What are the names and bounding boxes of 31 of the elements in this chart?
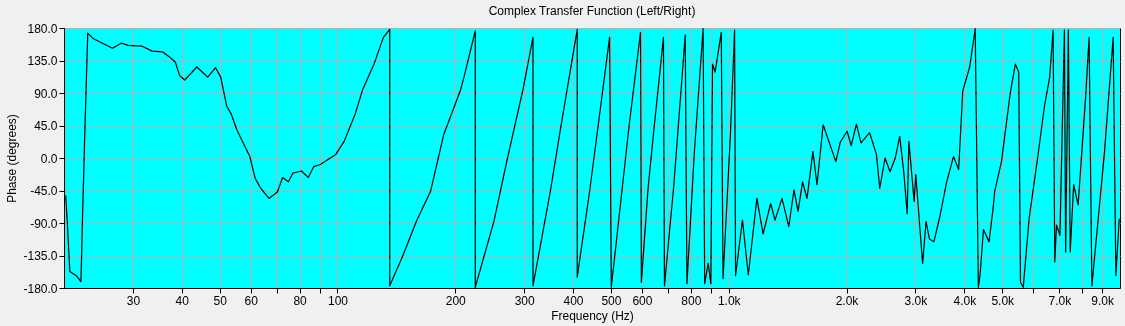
x-tick-label: 50 — [213, 293, 228, 308]
y-tick-label: 180.0 — [27, 21, 58, 36]
x-tick-label: 1.0k — [717, 293, 742, 308]
x-tick-label: 3.0k — [904, 293, 929, 308]
x-tick-label: 80 — [293, 293, 308, 308]
x-tick-label: 9.0k — [1091, 293, 1115, 308]
y-tick-label: -45.0 — [30, 184, 58, 198]
x-tick-label: 800 — [681, 293, 702, 308]
y-tick-label: -135.0 — [23, 249, 58, 263]
x-tick-label: 300 — [514, 293, 535, 308]
x-tick-label: 400 — [563, 293, 584, 308]
y-tick-label: 45.0 — [34, 119, 58, 133]
y-tick-label: 90.0 — [34, 86, 58, 101]
y-tick-label: 0.0 — [40, 151, 58, 166]
x-tick-label: 2.0k — [835, 293, 860, 308]
y-tick-label: -180.0 — [23, 281, 58, 296]
x-axis-title: Frequency (Hz) — [551, 308, 634, 323]
y-axis-title: Phase (degrees) — [5, 114, 20, 203]
x-tick-label: 7.0k — [1048, 293, 1073, 308]
x-tick-label: 60 — [244, 293, 259, 308]
x-tick-label: 30 — [126, 293, 141, 308]
chart-title: Complex Transfer Function (Left/Right) — [488, 4, 696, 18]
x-tick-label: 40 — [175, 293, 190, 308]
x-tick-label: 100 — [327, 293, 349, 308]
x-tick-label: 500 — [601, 293, 622, 308]
x-tick-label: 600 — [632, 293, 653, 308]
x-tick-label: 5.0k — [991, 293, 1016, 308]
x-tick-label: 200 — [445, 293, 467, 308]
x-tick-label: 4.0k — [953, 293, 978, 308]
y-tick-label: 135.0 — [27, 54, 58, 68]
y-tick-label: -90.0 — [30, 216, 58, 231]
